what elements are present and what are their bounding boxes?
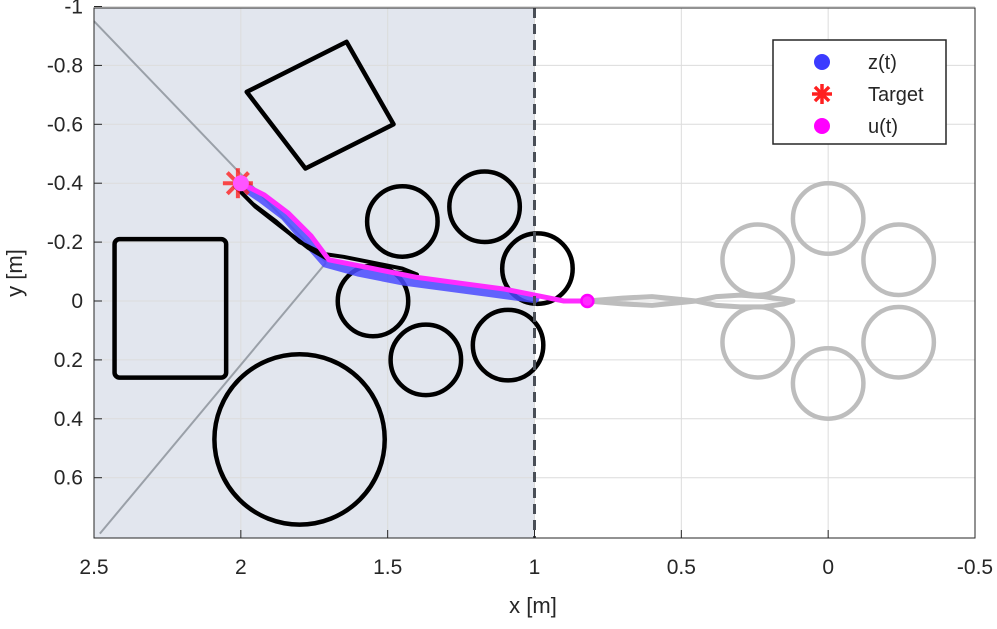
y-tick-label: 0 (71, 290, 83, 313)
legend-u-marker (814, 118, 830, 134)
obstacle-rect (112, 236, 229, 380)
model-obstacle-circle (790, 345, 866, 421)
obstacle-circle (470, 307, 546, 383)
model-obstacle-circle (790, 181, 866, 257)
x-tick-label: 2.5 (79, 556, 108, 579)
y-tick-label: -0.2 (47, 231, 83, 254)
legend-entry-label: Target (868, 84, 924, 106)
series-u-point (581, 295, 594, 307)
u-end-point (580, 293, 595, 309)
y-tick-label: -0.4 (47, 172, 84, 195)
y-tick-labels: -1 -0.8 -0.6 -0.4 -0.2 0 0.2 0.4 0.6 (47, 0, 84, 490)
black-trajectory-path (233, 184, 419, 277)
x-tick-label: 0 (822, 556, 834, 579)
y-axis-label: y [m] (2, 249, 27, 297)
series-u-line (238, 180, 590, 304)
y-tick-label: 0.6 (54, 467, 83, 490)
obstacle-circle (335, 263, 411, 339)
plot-area (93, 6, 976, 539)
legend-target-icon (812, 84, 832, 104)
obstacle-circle (212, 352, 387, 527)
obstacle-circle (499, 231, 575, 307)
x-tick-label: 2 (235, 556, 247, 579)
model-obstacle-circle (861, 304, 937, 380)
series-z-line (238, 181, 540, 304)
obstacle-rotated-rect (244, 39, 396, 171)
model-obstacle-circle (861, 222, 937, 298)
legend-z-marker (814, 54, 830, 70)
y-tick-label: 0.4 (54, 408, 84, 431)
legend: z(t) Target u(t) (772, 39, 947, 145)
legend-entry-label: u(t) (868, 116, 898, 138)
obstacle-circle (447, 169, 523, 245)
y-tick-label: 0.2 (54, 349, 83, 372)
legend-box (772, 39, 947, 145)
y-tick-label: -0.6 (47, 113, 83, 136)
x-tick-label: -0.5 (957, 556, 993, 579)
legend-entry-label: z(t) (868, 52, 897, 74)
x-tick-label: 1 (529, 556, 541, 579)
y-tick-label: -0.8 (47, 54, 83, 77)
diagonal-boundary-line (99, 262, 327, 535)
model-trajectory-path (584, 292, 796, 310)
x-tick-label: 0.5 (667, 556, 696, 579)
shaded-region (94, 8, 535, 538)
y-tick-label: -1 (64, 0, 83, 19)
x-tick-labels: 2.5 2 1.5 1 0.5 0 -0.5 (79, 556, 993, 579)
x-tick-label: 1.5 (373, 556, 402, 579)
obstacle-circle (364, 183, 440, 259)
legend-asterisk-stroke (813, 85, 831, 103)
obstacle-circle (388, 322, 464, 398)
series-u-start-point (232, 175, 249, 192)
x-axis-label: x [m] (509, 593, 557, 618)
